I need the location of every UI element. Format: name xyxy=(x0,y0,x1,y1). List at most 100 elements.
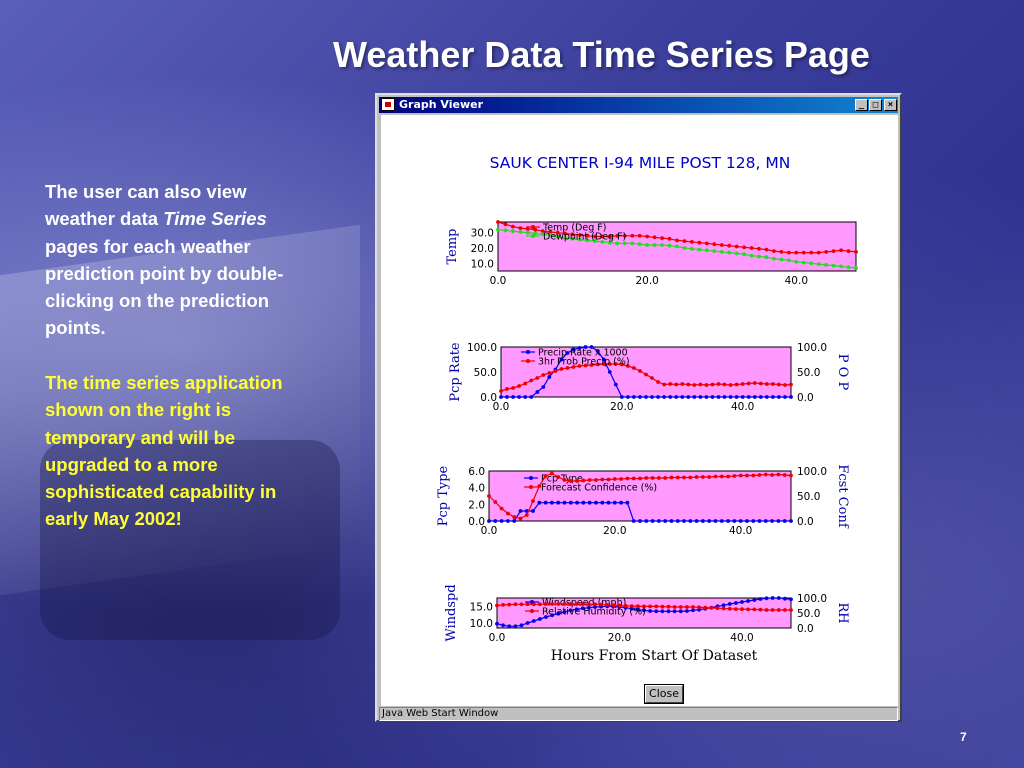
data-point xyxy=(637,233,642,238)
data-point xyxy=(622,241,627,246)
data-point xyxy=(763,472,768,477)
data-point xyxy=(712,249,717,254)
data-point xyxy=(740,600,744,604)
data-point xyxy=(645,243,650,247)
legend-marker xyxy=(529,476,533,480)
data-point xyxy=(707,519,712,523)
data-point xyxy=(535,390,540,394)
legend-label: Precip Rate x 1000 xyxy=(538,348,628,359)
data-point xyxy=(580,602,585,606)
data-point xyxy=(525,602,530,607)
data-point xyxy=(710,395,715,399)
data-point xyxy=(669,519,674,523)
data-point xyxy=(854,250,858,254)
data-point xyxy=(752,395,757,399)
data-point xyxy=(562,602,567,606)
data-point xyxy=(568,608,573,613)
window-titlebar[interactable]: Graph Viewer _ □ × xyxy=(379,97,898,113)
data-point xyxy=(548,233,553,237)
data-point xyxy=(625,476,630,481)
data-point xyxy=(517,395,521,399)
data-point xyxy=(690,240,694,244)
chart-title: SAUK CENTER I-94 MILE POST 128, MN xyxy=(490,154,791,172)
legend-marker xyxy=(530,609,534,613)
data-point xyxy=(632,395,636,399)
data-point xyxy=(574,602,579,606)
right-axis-label: RH xyxy=(835,602,850,623)
maximize-button[interactable]: □ xyxy=(869,99,882,111)
data-point xyxy=(694,519,699,523)
data-point xyxy=(663,476,668,480)
x-tick-label: 40.0 xyxy=(785,275,808,287)
data-point xyxy=(575,500,579,505)
data-point xyxy=(738,473,743,478)
right-tick-label: 50.0 xyxy=(797,491,820,503)
data-point xyxy=(581,478,586,483)
x-tick-label: 0.0 xyxy=(493,401,510,413)
data-point xyxy=(513,602,518,607)
data-point xyxy=(544,615,548,619)
data-point xyxy=(732,519,737,523)
data-point xyxy=(726,474,730,479)
data-point xyxy=(771,395,775,399)
data-point xyxy=(622,233,627,238)
minimize-button[interactable]: _ xyxy=(855,99,868,111)
java-app-icon xyxy=(381,98,395,111)
data-point xyxy=(580,606,585,611)
data-point xyxy=(519,602,524,607)
data-point xyxy=(525,230,530,235)
data-point xyxy=(663,519,668,523)
data-point xyxy=(654,609,659,614)
data-point xyxy=(537,484,542,488)
data-point xyxy=(782,473,787,477)
data-point xyxy=(657,519,661,523)
data-point xyxy=(732,474,737,478)
data-point xyxy=(688,519,693,523)
data-point xyxy=(593,602,597,607)
data-point xyxy=(704,395,709,399)
data-point xyxy=(501,623,505,628)
data-point xyxy=(656,395,660,399)
data-point xyxy=(503,222,508,227)
close-button[interactable]: Close xyxy=(644,684,684,704)
data-point xyxy=(556,500,561,505)
data-point xyxy=(506,511,510,516)
data-point xyxy=(607,362,612,366)
data-point xyxy=(570,232,575,237)
data-point xyxy=(757,519,762,523)
data-point xyxy=(507,602,512,607)
data-point xyxy=(757,246,761,251)
window-close-button[interactable]: × xyxy=(884,99,897,111)
data-point xyxy=(548,230,553,234)
graph-panel: SAUK CENTER I-94 MILE POST 128, MN 0.0 20… xyxy=(381,115,898,706)
legend-label: Dewpoint (Deg F) xyxy=(543,232,626,243)
data-point xyxy=(578,237,582,242)
data-point xyxy=(719,250,724,254)
data-point xyxy=(593,239,597,243)
data-point xyxy=(613,382,618,387)
data-point xyxy=(571,365,576,369)
data-point xyxy=(783,395,787,399)
data-point xyxy=(704,241,709,246)
data-point xyxy=(568,500,573,505)
data-point xyxy=(595,362,600,367)
data-point xyxy=(722,382,727,387)
data-point xyxy=(721,603,726,608)
right-tick-label: 100.0 xyxy=(797,593,827,605)
left-tick-label: 0.0 xyxy=(468,516,485,528)
data-point xyxy=(523,381,528,386)
data-point xyxy=(758,395,763,399)
data-point xyxy=(770,596,775,600)
x-tick-label: 40.0 xyxy=(731,401,754,413)
data-point xyxy=(654,604,659,609)
data-point xyxy=(846,265,851,270)
data-point xyxy=(734,395,739,399)
data-point xyxy=(783,596,787,601)
x-tick-label: 0.0 xyxy=(489,632,506,644)
data-point xyxy=(776,608,781,612)
data-point xyxy=(698,382,703,387)
right-tick-label: 50.0 xyxy=(797,608,820,620)
data-point xyxy=(685,605,689,609)
data-point xyxy=(547,375,552,379)
data-point xyxy=(518,226,523,230)
